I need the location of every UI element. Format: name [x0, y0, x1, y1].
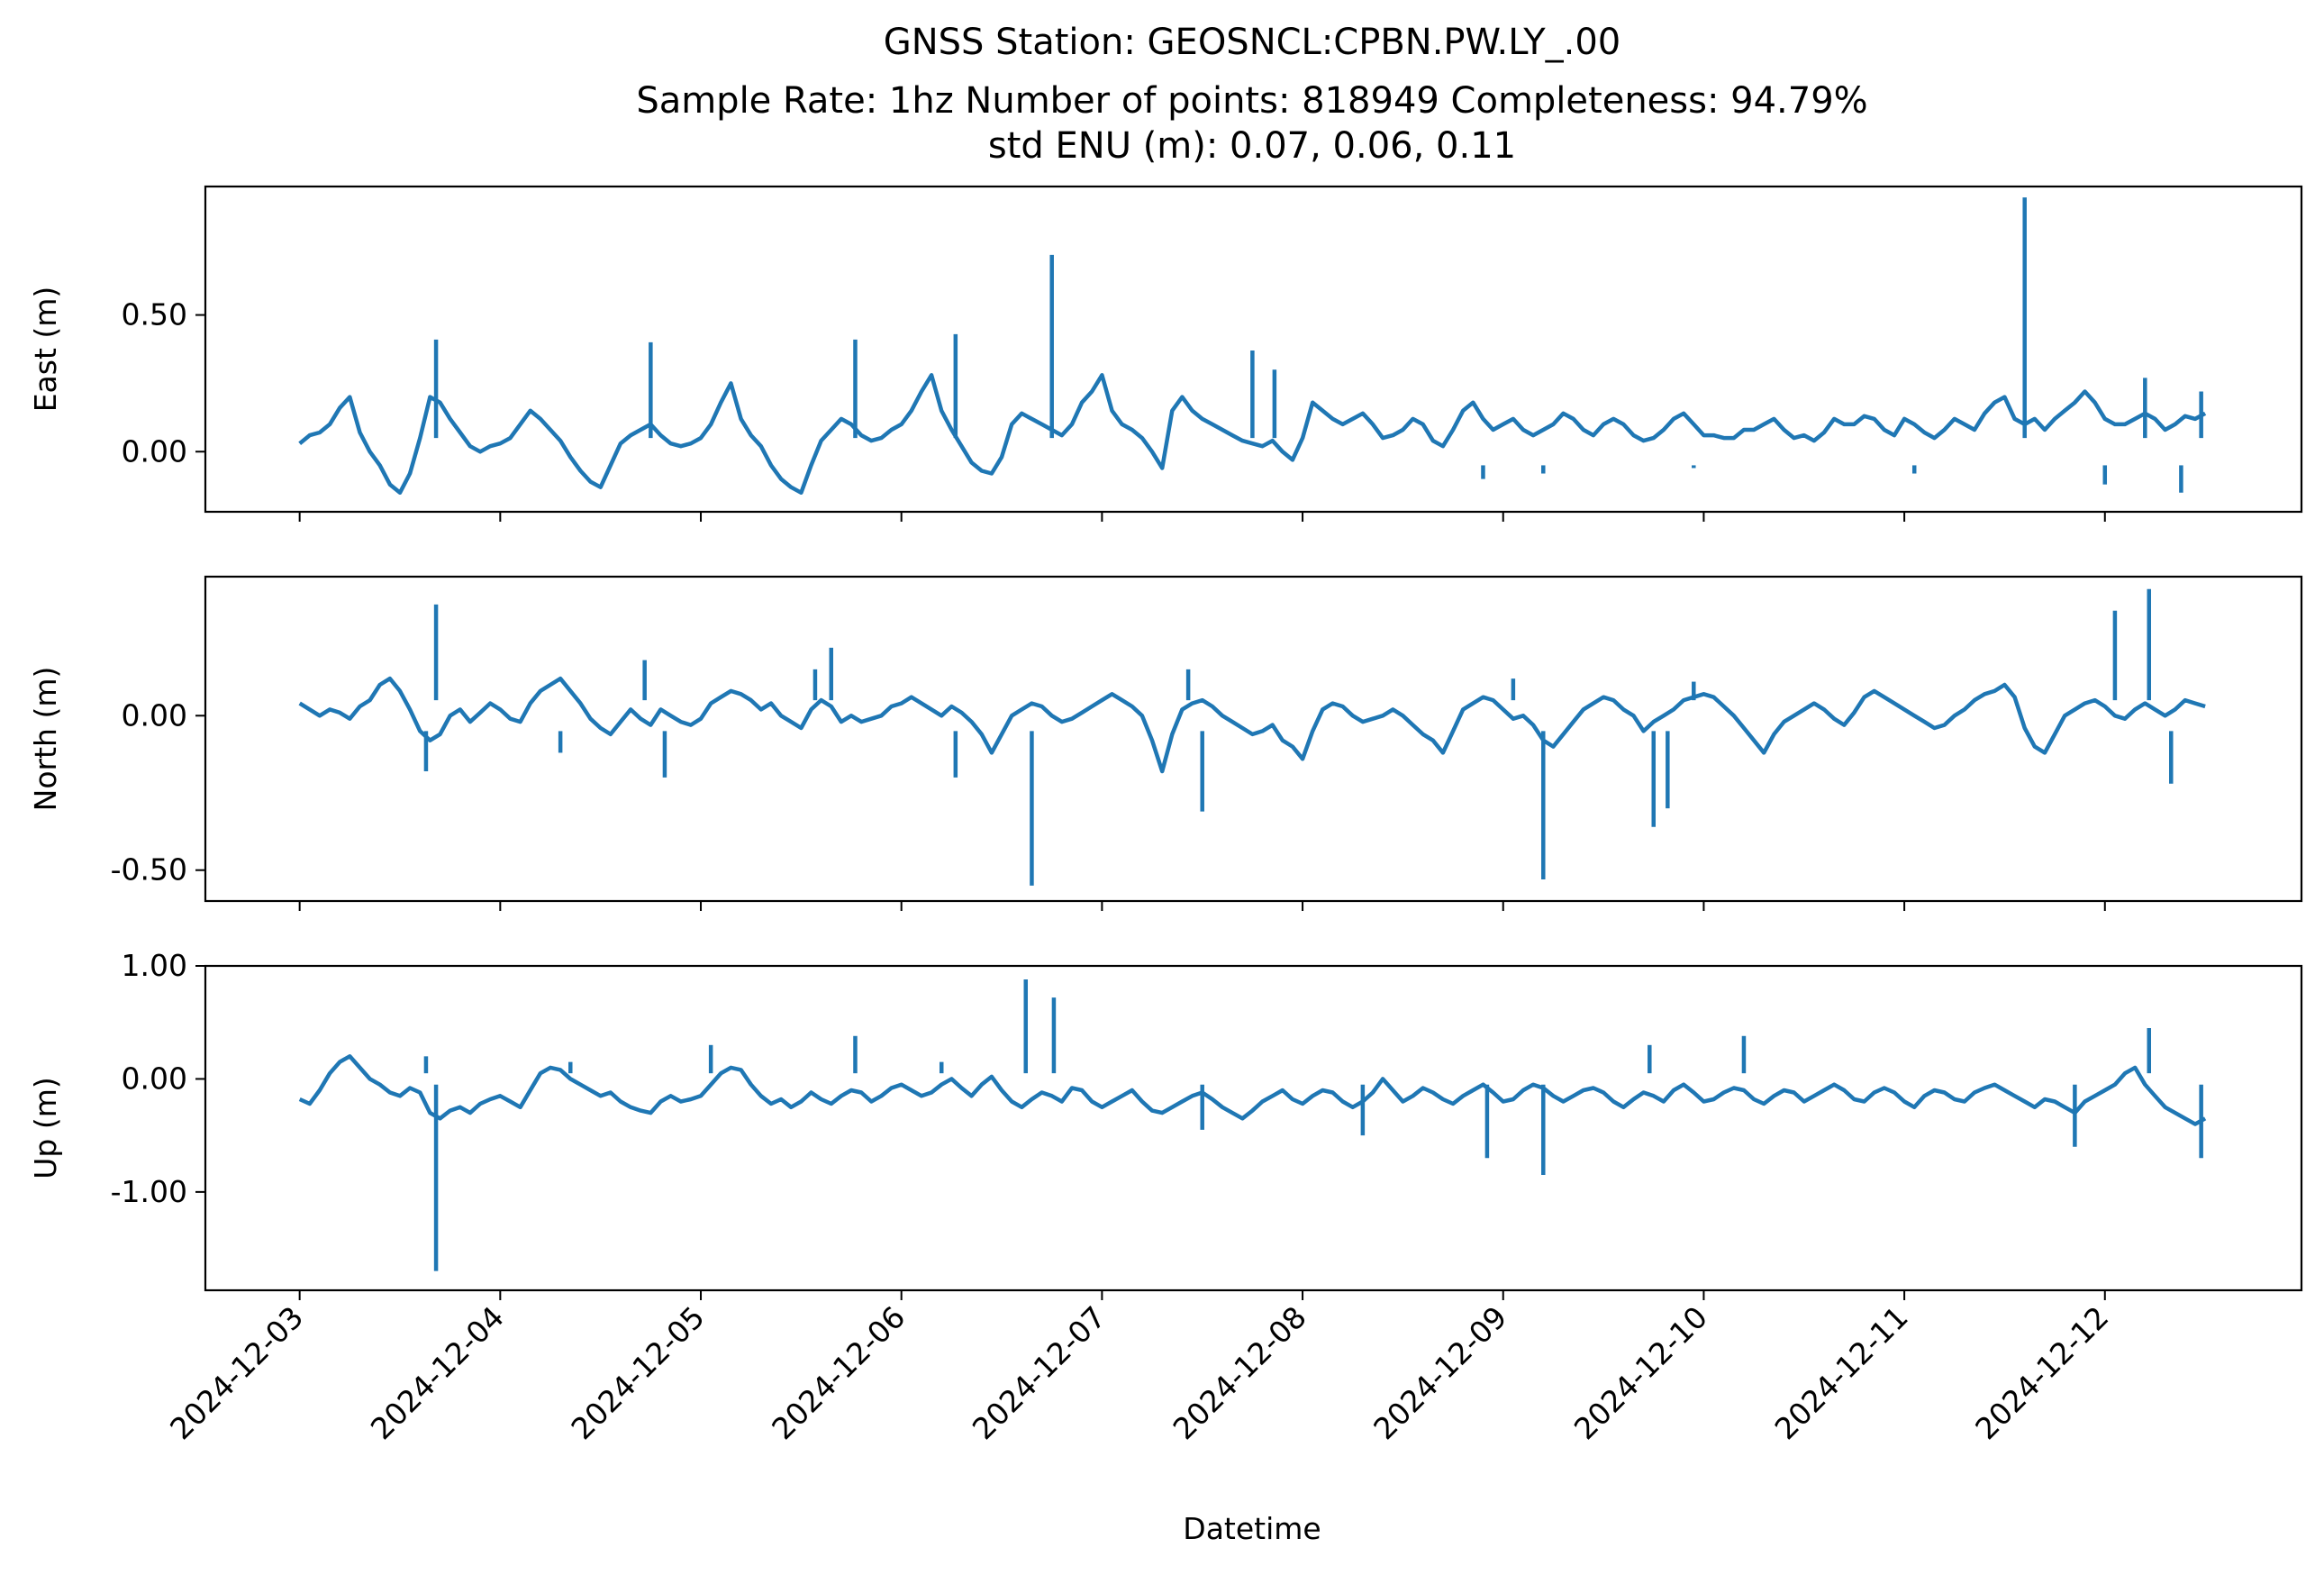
axes-frame [204, 185, 2303, 514]
y-tick-label: 0.00 [122, 1061, 187, 1096]
chart-title-line-2: Sample Rate: 1hz Number of points: 81894… [636, 80, 1867, 122]
y-tick-label: 0.00 [122, 697, 187, 733]
y-axis-label: North (m) [28, 667, 63, 812]
series-line [298, 1054, 2207, 1126]
axes-frame [204, 964, 2303, 1292]
subplot-panels: 0.00 0.50 East (m) 0.00 -0.50 North (m) 1.00 0.… [28, 185, 2303, 1300]
y-tick-label: -0.50 [111, 852, 187, 888]
y-axis-label: East (m) [28, 287, 63, 413]
subplot-2: 0.00 -0.50 North (m) [28, 575, 2303, 911]
y-axis-label: Up (m) [28, 1077, 63, 1179]
chart-title-line-3: std ENU (m): 0.07, 0.06, 0.11 [988, 125, 1516, 167]
y-tick-label: 1.00 [122, 948, 187, 983]
x-axis-label: Datetime [1183, 1511, 1321, 1546]
series-line [298, 373, 2207, 496]
y-tick-label: 0.00 [122, 433, 187, 469]
y-tick-label: 0.50 [122, 297, 187, 332]
series-line [298, 676, 2206, 774]
subplot-3: 1.00 0.00 -1.00 Up (m) [28, 948, 2303, 1300]
chart-title-line-1: GNSS Station: GEOSNCL:CPBN.PW.LY_.00 [884, 22, 1621, 63]
subplot-1: 0.00 0.50 East (m) [28, 185, 2303, 522]
y-tick-label: -1.00 [111, 1174, 187, 1209]
axes-frame [204, 575, 2303, 903]
